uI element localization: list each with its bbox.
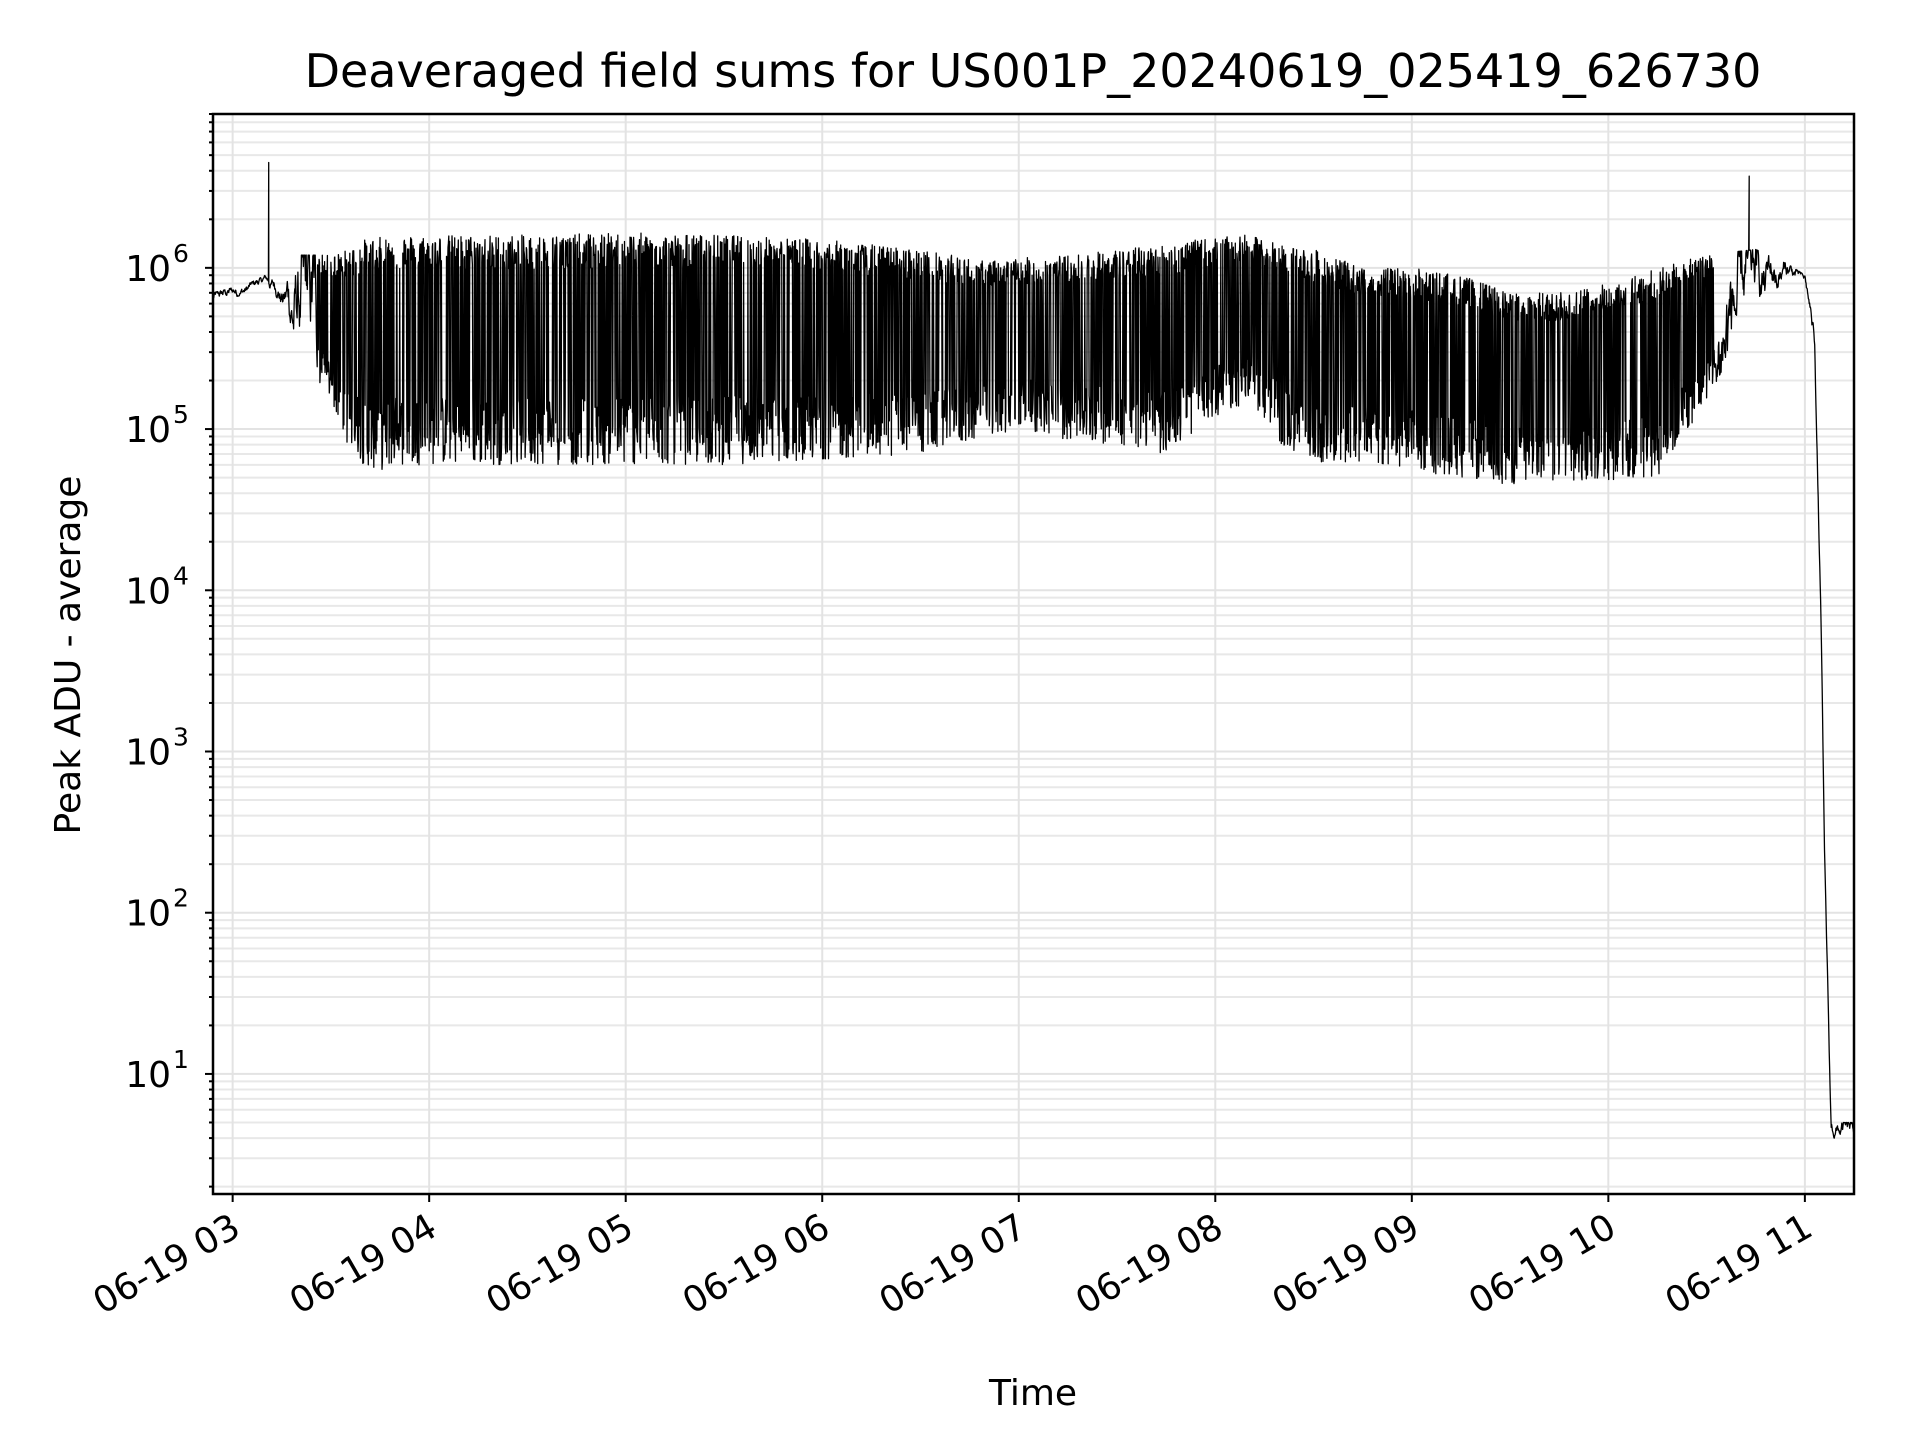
y-tick-exponent: 2 bbox=[173, 884, 189, 913]
chart-title: Deaveraged field sums for US001P_2024061… bbox=[305, 44, 1762, 98]
y-tick-exponent: 3 bbox=[173, 722, 189, 751]
y-tick-exponent: 1 bbox=[173, 1045, 189, 1074]
y-tick-exponent: 6 bbox=[173, 239, 189, 268]
y-tick-label: 10 bbox=[125, 732, 171, 773]
y-axis-label: Peak ADU - average bbox=[48, 476, 89, 835]
y-tick-label: 10 bbox=[125, 1055, 171, 1096]
y-tick-label: 10 bbox=[125, 410, 171, 451]
y-tick-exponent: 5 bbox=[173, 400, 189, 429]
series-layer bbox=[212, 161, 1855, 1139]
x-axis-label: Time bbox=[988, 1373, 1077, 1414]
y-tick-exponent: 4 bbox=[173, 561, 189, 590]
y-tick-label: 10 bbox=[125, 249, 171, 290]
series-line bbox=[212, 161, 1855, 1139]
y-tick-label: 10 bbox=[125, 894, 171, 935]
y-tick-label: 10 bbox=[125, 571, 171, 612]
